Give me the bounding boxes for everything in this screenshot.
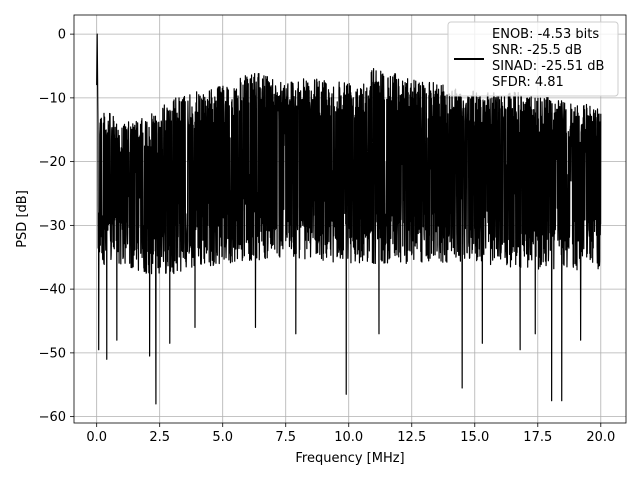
y-tick-label: −40 (39, 283, 66, 298)
y-tick-label: −30 (39, 219, 66, 234)
x-tick-label: 17.5 (523, 430, 552, 445)
x-tick-label: 15.0 (460, 430, 489, 445)
x-axis-label: Frequency [MHz] (295, 451, 404, 466)
y-tick-label: −20 (39, 155, 66, 170)
y-tick-label: −50 (39, 346, 66, 361)
x-tick-label: 10.0 (334, 430, 363, 445)
y-tick-label: −10 (39, 91, 66, 106)
x-tick-label: 7.5 (275, 430, 296, 445)
series-group (96, 33, 602, 405)
x-tick-label: 5.0 (212, 430, 233, 445)
legend-entry-sfdr: SFDR: 4.81 (492, 75, 564, 90)
x-tick-label: 20.0 (586, 430, 615, 445)
x-tick-label: 12.5 (397, 430, 426, 445)
x-axis-ticks: 0.0 2.5 5.0 7.5 10.0 12.5 15.0 17.5 20.0 (86, 423, 615, 445)
y-axis-label: PSD [dB] (15, 190, 30, 248)
y-axis-ticks: 0 −10 −20 −30 −40 −50 −60 (39, 28, 74, 425)
psd-series-line (96, 33, 602, 405)
x-tick-label: 2.5 (149, 430, 170, 445)
plot-frame (73, 14, 627, 424)
y-tick-label: 0 (58, 28, 66, 43)
legend-box (447, 21, 619, 97)
legend-entry-snr: SNR: -25.5 dB (492, 43, 582, 58)
legend: ENOB: -4.53 bits SNR: -25.5 dB SINAD: -2… (447, 21, 619, 97)
x-tick-label: 0.0 (86, 430, 107, 445)
y-tick-label: −60 (39, 410, 66, 425)
legend-entry-sinad: SINAD: -25.51 dB (492, 59, 604, 74)
legend-entry-enob: ENOB: -4.53 bits (492, 27, 599, 42)
